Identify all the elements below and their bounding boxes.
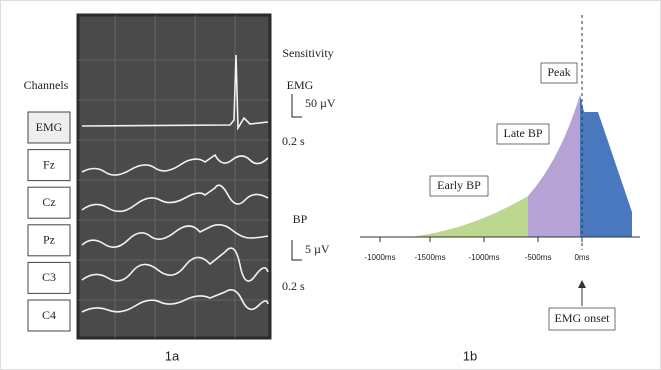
channel-label: EMG bbox=[36, 120, 63, 134]
channel-label: C3 bbox=[42, 270, 56, 284]
panel-a-caption: 1a bbox=[165, 348, 180, 363]
emg-scale-label: EMG bbox=[287, 78, 314, 92]
sensitivity-title: Sensitivity bbox=[282, 46, 333, 60]
emg-onset-label: EMG onset bbox=[555, 311, 611, 325]
early-bp-label: Early BP bbox=[437, 178, 481, 192]
peak-label: Peak bbox=[547, 65, 570, 79]
eeg-photo bbox=[78, 15, 270, 338]
bp-time-scale: 0.2 s bbox=[282, 279, 305, 293]
late-bp-label: Late BP bbox=[504, 126, 543, 140]
bp-scale-value: 5 µV bbox=[305, 242, 330, 256]
channel-label: Pz bbox=[43, 233, 55, 247]
x-tick-label: 0ms bbox=[574, 253, 589, 262]
x-tick-label: -1000ms bbox=[364, 253, 395, 262]
x-tick-label: -500ms bbox=[525, 253, 552, 262]
figure: Channels EMG Fz Cz Pz C3 C4 Sensitivity EMG 5… bbox=[0, 0, 661, 370]
bp-scale-label: BP bbox=[293, 212, 308, 226]
x-tick-label: -1000ms bbox=[468, 253, 499, 262]
emg-scale-value: 50 µV bbox=[305, 96, 336, 110]
x-tick-label: -1500ms bbox=[414, 253, 445, 262]
channel-label: Cz bbox=[42, 195, 55, 209]
channel-label: Fz bbox=[43, 157, 55, 171]
channel-label: C4 bbox=[42, 308, 56, 322]
channels-title: Channels bbox=[24, 78, 69, 92]
emg-time-scale: 0.2 s bbox=[282, 134, 305, 148]
photo-background bbox=[78, 15, 270, 338]
panel-b-caption: 1b bbox=[463, 348, 477, 363]
